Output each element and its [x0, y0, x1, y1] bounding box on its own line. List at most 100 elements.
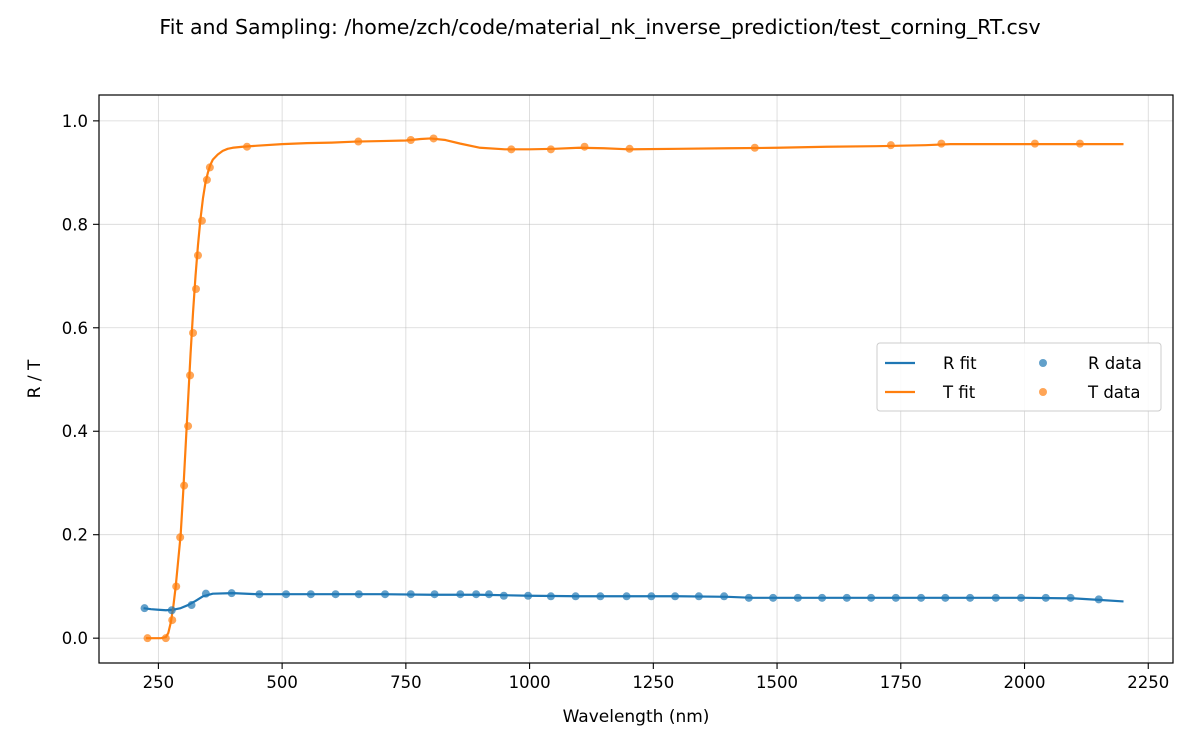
- y-tick-label: 1.0: [62, 112, 88, 131]
- grid-lines: [99, 95, 1173, 663]
- t-data-point: [193, 251, 202, 260]
- t-data-point: [205, 163, 214, 172]
- t-data-point: [186, 371, 195, 380]
- r-fit-line: [143, 592, 1124, 612]
- t-data-point: [143, 634, 152, 643]
- legend-label-r-data: R data: [1088, 354, 1142, 373]
- r-data-point: [842, 593, 851, 602]
- legend-box: [876, 342, 1162, 412]
- y-tick-label: 0.6: [62, 319, 88, 338]
- legend-label-r-fit: R fit: [943, 354, 977, 373]
- r-data-point: [720, 592, 729, 601]
- t-data-point: [937, 139, 946, 148]
- t-data-point: [546, 145, 555, 154]
- t-data-point: [180, 481, 189, 490]
- t-data-point: [189, 328, 198, 337]
- t-data-point: [625, 144, 634, 153]
- t-data-point: [176, 533, 185, 542]
- t-data-point: [192, 284, 201, 293]
- t-data-point: [354, 137, 363, 146]
- t-data-point: [507, 145, 516, 154]
- r-data-point: [406, 590, 415, 599]
- x-tick-label: 500: [266, 673, 298, 692]
- x-tick-label: 250: [143, 673, 175, 692]
- r-data-point: [917, 593, 926, 602]
- r-data-point: [694, 592, 703, 601]
- y-tick-label: 0.4: [62, 422, 88, 441]
- r-data-point: [430, 590, 439, 599]
- t-data-point: [750, 143, 759, 152]
- t-data-point: [197, 216, 206, 225]
- legend: R fit T fit R data T data: [876, 342, 1162, 412]
- r-data-point: [867, 593, 876, 602]
- r-data-point: [966, 593, 975, 602]
- t-data-point: [1075, 139, 1084, 148]
- legend-swatch-t-data: [1039, 388, 1047, 396]
- r-data-point: [546, 592, 555, 601]
- r-data-point: [472, 590, 481, 599]
- r-data-point: [596, 592, 605, 601]
- r-data-point: [671, 592, 680, 601]
- r-data-point: [187, 601, 196, 610]
- r-data-point: [622, 592, 631, 601]
- r-data-point: [524, 591, 533, 600]
- r-data-point: [354, 590, 363, 599]
- r-data-point: [306, 590, 315, 599]
- x-tick-label: 2000: [1004, 673, 1046, 692]
- r-data-point: [456, 590, 465, 599]
- legend-swatch-r-data: [1039, 359, 1047, 367]
- legend-label-t-data: T data: [1087, 383, 1141, 402]
- t-data-point: [202, 175, 211, 184]
- r-data-point: [282, 590, 291, 599]
- t-data-point: [429, 134, 438, 143]
- x-axis-label: Wavelength (nm): [563, 707, 710, 727]
- r-data-point: [1066, 593, 1075, 602]
- t-data-point: [168, 616, 177, 625]
- t-data-point: [580, 142, 589, 151]
- r-data-point: [485, 590, 494, 599]
- r-data-point: [1094, 595, 1103, 604]
- r-data-point: [255, 590, 264, 599]
- r-data-point: [744, 593, 753, 602]
- x-tick-label: 2250: [1127, 673, 1169, 692]
- y-tick-label: 0.0: [62, 629, 88, 648]
- y-tick-label: 0.2: [62, 526, 88, 545]
- chart-title: Fit and Sampling: /home/zch/code/materia…: [159, 15, 1040, 40]
- r-data-point: [647, 592, 656, 601]
- x-tick-label: 1750: [880, 673, 922, 692]
- plot-frame: [98, 94, 1174, 664]
- x-tick-label: 1500: [756, 673, 798, 692]
- r-data-point: [140, 604, 149, 613]
- t-data-point: [886, 141, 895, 150]
- r-data-point: [991, 593, 1000, 602]
- t-data-point: [172, 582, 181, 591]
- legend-label-t-fit: T fit: [942, 383, 976, 402]
- t-data-point: [1030, 139, 1039, 148]
- r-data-point: [167, 606, 176, 615]
- t-data-point: [184, 422, 193, 431]
- r-data-point: [331, 590, 340, 599]
- y-tick-label: 0.8: [62, 215, 88, 234]
- r-data-point: [227, 589, 236, 598]
- r-data-point: [891, 593, 900, 602]
- r-data-point: [499, 591, 508, 600]
- y-axis-label: R / T: [25, 359, 45, 398]
- x-tick-label: 750: [390, 673, 422, 692]
- r-data-point: [571, 592, 580, 601]
- t-data-point: [406, 136, 415, 145]
- series-layer: [140, 134, 1124, 643]
- t-data-point: [161, 634, 170, 643]
- t-data-point: [242, 142, 251, 151]
- r-data-point: [818, 593, 827, 602]
- tick-marks: 250 500 750 1000 1250 1500 1750 2000 2250 0.0 0.2 0…: [62, 112, 1170, 692]
- x-tick-label: 1000: [509, 673, 551, 692]
- r-data-point: [1017, 593, 1026, 602]
- r-data-point: [769, 593, 778, 602]
- r-data-point: [941, 593, 950, 602]
- r-data-point: [793, 593, 802, 602]
- r-data-point: [381, 590, 390, 599]
- x-tick-label: 1250: [632, 673, 674, 692]
- r-data-point: [201, 589, 210, 598]
- r-data-point: [1041, 593, 1050, 602]
